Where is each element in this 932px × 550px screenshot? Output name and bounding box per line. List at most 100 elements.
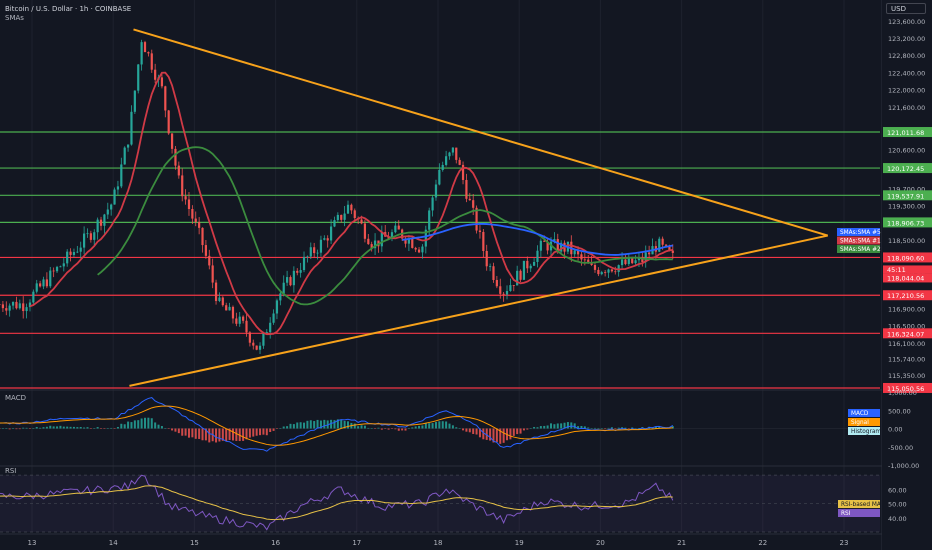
macd-legend-tag	[848, 418, 880, 426]
macd-histogram-bar	[286, 426, 289, 429]
candle-body	[255, 345, 258, 350]
candle-body	[66, 251, 69, 264]
macd-histogram-bar	[18, 428, 21, 430]
candle-body	[8, 305, 11, 311]
macd-histogram-bar	[445, 421, 448, 429]
candle-body	[326, 238, 329, 241]
candle-body	[143, 42, 147, 53]
candle-body	[509, 285, 512, 292]
candle-body	[0, 304, 1, 306]
candle-body	[177, 165, 180, 176]
candle-body	[126, 144, 130, 148]
macd-histogram-bar	[374, 428, 377, 429]
candle-body	[644, 252, 647, 263]
macd-histogram-bar	[587, 427, 590, 429]
macd-tick-label: 0.00	[888, 426, 902, 434]
candle-body	[204, 245, 208, 256]
candle-body	[289, 277, 292, 286]
time-tick-label: 19	[515, 539, 524, 547]
level-price-label: 120,172.45	[887, 165, 924, 173]
macd-histogram-bar	[380, 428, 383, 430]
candle-body	[49, 270, 52, 287]
candle-body	[532, 261, 536, 266]
candle-body	[390, 232, 394, 239]
candle-body	[86, 233, 89, 235]
candle-body	[258, 345, 262, 350]
candle-body	[424, 229, 427, 247]
candle-body	[617, 265, 620, 272]
price-tick-label: 122,800.00	[888, 52, 925, 60]
sma-slow-line	[402, 223, 673, 256]
candle-body	[313, 247, 316, 254]
macd-histogram-bar	[12, 427, 15, 429]
macd-histogram-bar	[150, 418, 153, 429]
candle-body	[35, 283, 38, 292]
time-axis[interactable]: 13 14 15 16 17 18 19 20 21 22 23	[28, 539, 849, 547]
candle-body	[231, 306, 235, 319]
price-tick-label: 119,700.00	[888, 185, 925, 193]
macd-histogram-bar	[133, 420, 136, 429]
candle-body	[262, 332, 265, 346]
candle-body	[458, 159, 461, 165]
macd-histogram-bar	[157, 424, 160, 429]
level-price-label: 119,537.91	[887, 192, 924, 200]
level-price-label: 118,090.60	[887, 254, 924, 262]
candle-body	[329, 226, 333, 241]
macd-histogram-bar	[306, 420, 309, 429]
macd-histogram-bar	[313, 421, 316, 429]
macd-histogram-bar	[100, 428, 103, 429]
macd-histogram-bar	[347, 421, 350, 429]
candle-body	[116, 186, 120, 190]
candle-body	[235, 318, 238, 324]
sma-legend-label: SMAs:SMA #2	[840, 247, 881, 253]
candle-body	[83, 233, 86, 248]
candle-body	[28, 302, 32, 308]
macd-histogram-bar	[83, 427, 86, 429]
candle-body	[434, 184, 438, 198]
macd-histogram-bar	[303, 422, 306, 429]
candle-body	[648, 252, 651, 255]
candle-body	[455, 147, 458, 160]
candle-body	[560, 242, 563, 252]
price-tick-label: 116,500.00	[888, 323, 925, 331]
price-tick-label: 120,600.00	[888, 147, 925, 155]
macd-histogram-bar	[472, 428, 475, 434]
symbol-title: Bitcoin / U.S. Dollar · 1h · COINBASE	[5, 5, 132, 13]
candle-body	[397, 225, 400, 230]
macd-histogram-bar	[360, 425, 363, 429]
candle-body	[221, 297, 224, 306]
macd-histogram-bar	[79, 426, 82, 429]
candle-body	[22, 303, 25, 312]
candle-body	[668, 245, 671, 251]
macd-histogram-bar	[357, 426, 360, 429]
currency-button[interactable]: USD	[886, 3, 926, 14]
macd-histogram-bar	[468, 428, 471, 433]
candle-body	[137, 64, 140, 91]
macd-histogram-bar	[610, 427, 613, 429]
macd-histogram-bar	[644, 428, 647, 429]
sma-legend-tag	[837, 245, 880, 253]
macd-histogram-bar	[448, 423, 451, 429]
rsi-tick-label: 40.00	[888, 515, 907, 523]
macd-histogram-bar	[414, 426, 417, 429]
rsi-legend-tag	[838, 509, 880, 517]
macd-histogram-bar	[228, 428, 231, 440]
macd-histogram-bar	[221, 428, 224, 441]
time-tick-label: 17	[352, 539, 361, 547]
candle-body	[55, 266, 59, 272]
macd-histogram-bar	[407, 428, 410, 429]
macd-histogram-bar	[512, 428, 515, 436]
macd-histogram-bar	[106, 428, 109, 429]
candle-body	[417, 249, 421, 253]
price-axis[interactable]: 123,600.00 123,200.00 122,800.00 122,400.00…	[837, 0, 932, 550]
macd-histogram-bar	[103, 428, 106, 429]
macd-histogram-bar	[634, 428, 637, 429]
candle-body	[302, 256, 306, 271]
sma-legend-tag	[837, 228, 880, 236]
candle-body	[69, 251, 72, 255]
candle-body	[573, 250, 576, 255]
macd-histogram-bar	[654, 426, 657, 429]
rsi-ma-line	[0, 485, 673, 521]
triangle-trendlines[interactable]	[129, 28, 829, 387]
